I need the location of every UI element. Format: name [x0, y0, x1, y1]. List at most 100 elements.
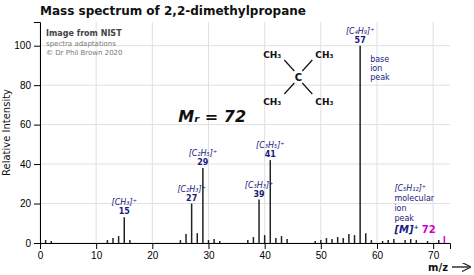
x-axis: 0 10 20 30 40 50 60 70	[38, 243, 451, 261]
structure-atom: C	[295, 72, 302, 83]
tick-label: 0	[38, 250, 44, 261]
credit: © Dr Phil Brown 2020	[46, 49, 123, 57]
stem	[371, 240, 373, 243]
tick-label: 0	[25, 238, 31, 249]
grid-line	[208, 22, 209, 243]
tick: 30	[203, 243, 215, 261]
structure: C CH₃ CH₃ CH₃ CH₃	[263, 50, 333, 107]
peak-note: ion	[394, 204, 406, 213]
peak-mz-label: 27	[186, 194, 197, 203]
tick-label: 100	[14, 40, 31, 51]
stem	[393, 239, 395, 243]
tick-mark	[34, 204, 40, 205]
tick-label: 60	[372, 250, 384, 261]
stem	[337, 237, 339, 243]
stem	[45, 240, 47, 243]
peak-note: ion	[370, 64, 382, 73]
stem	[343, 238, 345, 243]
tick-mark	[96, 243, 97, 249]
peak-mz-label: 41	[265, 150, 277, 159]
tick-mark	[34, 243, 40, 244]
axis-line	[41, 244, 451, 250]
stem	[202, 168, 204, 243]
ion-label: [C₄H₉]⁺	[346, 27, 374, 36]
y-axis-title: Relative Intensity	[1, 89, 12, 176]
stem	[219, 241, 221, 243]
y-axis: 0 20 40 60 80 100	[14, 23, 40, 249]
grid-line	[152, 22, 153, 243]
grid-line	[433, 22, 434, 243]
tick: 40	[20, 159, 40, 170]
stem	[365, 233, 367, 243]
grid-line	[40, 164, 450, 165]
tick-mark	[377, 243, 378, 249]
stem	[387, 240, 389, 243]
stem	[444, 236, 446, 243]
ion-label: [C₃H₃]⁺	[245, 181, 273, 190]
stem	[213, 239, 215, 243]
tick: 100	[14, 40, 40, 51]
stem	[326, 238, 328, 243]
tick: 0	[38, 243, 44, 261]
tick-mark	[34, 164, 40, 165]
structure-group: CH₃	[263, 97, 281, 107]
tick-label: 70	[428, 250, 440, 261]
x-axis-title: m/z	[428, 262, 448, 273]
title: Mass spectrum of 2,2-dimethylpropane	[40, 4, 306, 18]
tick-label: 60	[20, 119, 32, 130]
stem	[331, 239, 333, 243]
peak-note: peak	[370, 73, 390, 82]
annotations: 15[CH₃]⁺27[C₂H₃]⁺29[C₂H₅]⁺39[C₃H₃]⁺41[C₃…	[46, 27, 436, 235]
structure-group: CH₃	[315, 50, 333, 60]
tick: 10	[91, 243, 103, 261]
tick-mark	[152, 243, 153, 249]
peak-mz-label: 39	[253, 190, 265, 199]
peak-note: [C₅H₁₂]⁺	[394, 184, 426, 193]
tick: 0	[25, 238, 40, 249]
peak-mz-label: 29	[197, 158, 209, 167]
stem	[416, 240, 418, 243]
stem	[348, 234, 350, 243]
bond	[284, 83, 294, 94]
ion-label: [CH₃]⁺	[112, 198, 137, 207]
structure-group: CH₃	[263, 50, 281, 60]
stem	[354, 235, 356, 243]
tick-label: 20	[147, 250, 159, 261]
stem	[382, 241, 384, 243]
tick-mark	[34, 125, 40, 126]
stem	[208, 240, 210, 243]
tick-label: 80	[20, 80, 32, 91]
tick: 70	[428, 243, 440, 261]
tick-label: 40	[260, 250, 272, 261]
tick-mark	[208, 243, 209, 249]
tick-label: 20	[20, 198, 32, 209]
bond	[302, 60, 312, 71]
stem	[129, 240, 131, 243]
stem	[118, 236, 120, 243]
stem	[50, 241, 52, 243]
chart: 010203040506070020406080100m/z15[CH₃]⁺27…	[0, 0, 474, 275]
stem	[123, 217, 125, 243]
grid-line	[40, 85, 450, 86]
ion-label: [C₂H₃]⁺	[177, 185, 205, 194]
stem	[185, 234, 187, 243]
stem	[404, 240, 406, 243]
ion-label: [C₂H₅]⁺	[189, 149, 217, 158]
molecular-ion-symbol: [M]⁺	[393, 224, 418, 235]
structure-group: CH₃	[315, 97, 333, 107]
peak-mz-label: 72	[422, 224, 436, 235]
grid	[40, 22, 450, 243]
tick-mark	[321, 243, 322, 249]
stem	[253, 237, 255, 243]
peak-note: molecular	[394, 194, 434, 203]
stem	[286, 239, 288, 243]
stem	[264, 235, 266, 243]
stem	[320, 240, 322, 243]
bond	[302, 83, 312, 94]
tick: 60	[372, 243, 384, 261]
tick-label: 10	[91, 250, 103, 261]
peak-note: base	[370, 55, 389, 64]
tick: 50	[316, 243, 328, 261]
stem	[410, 239, 412, 243]
stem	[427, 241, 429, 243]
